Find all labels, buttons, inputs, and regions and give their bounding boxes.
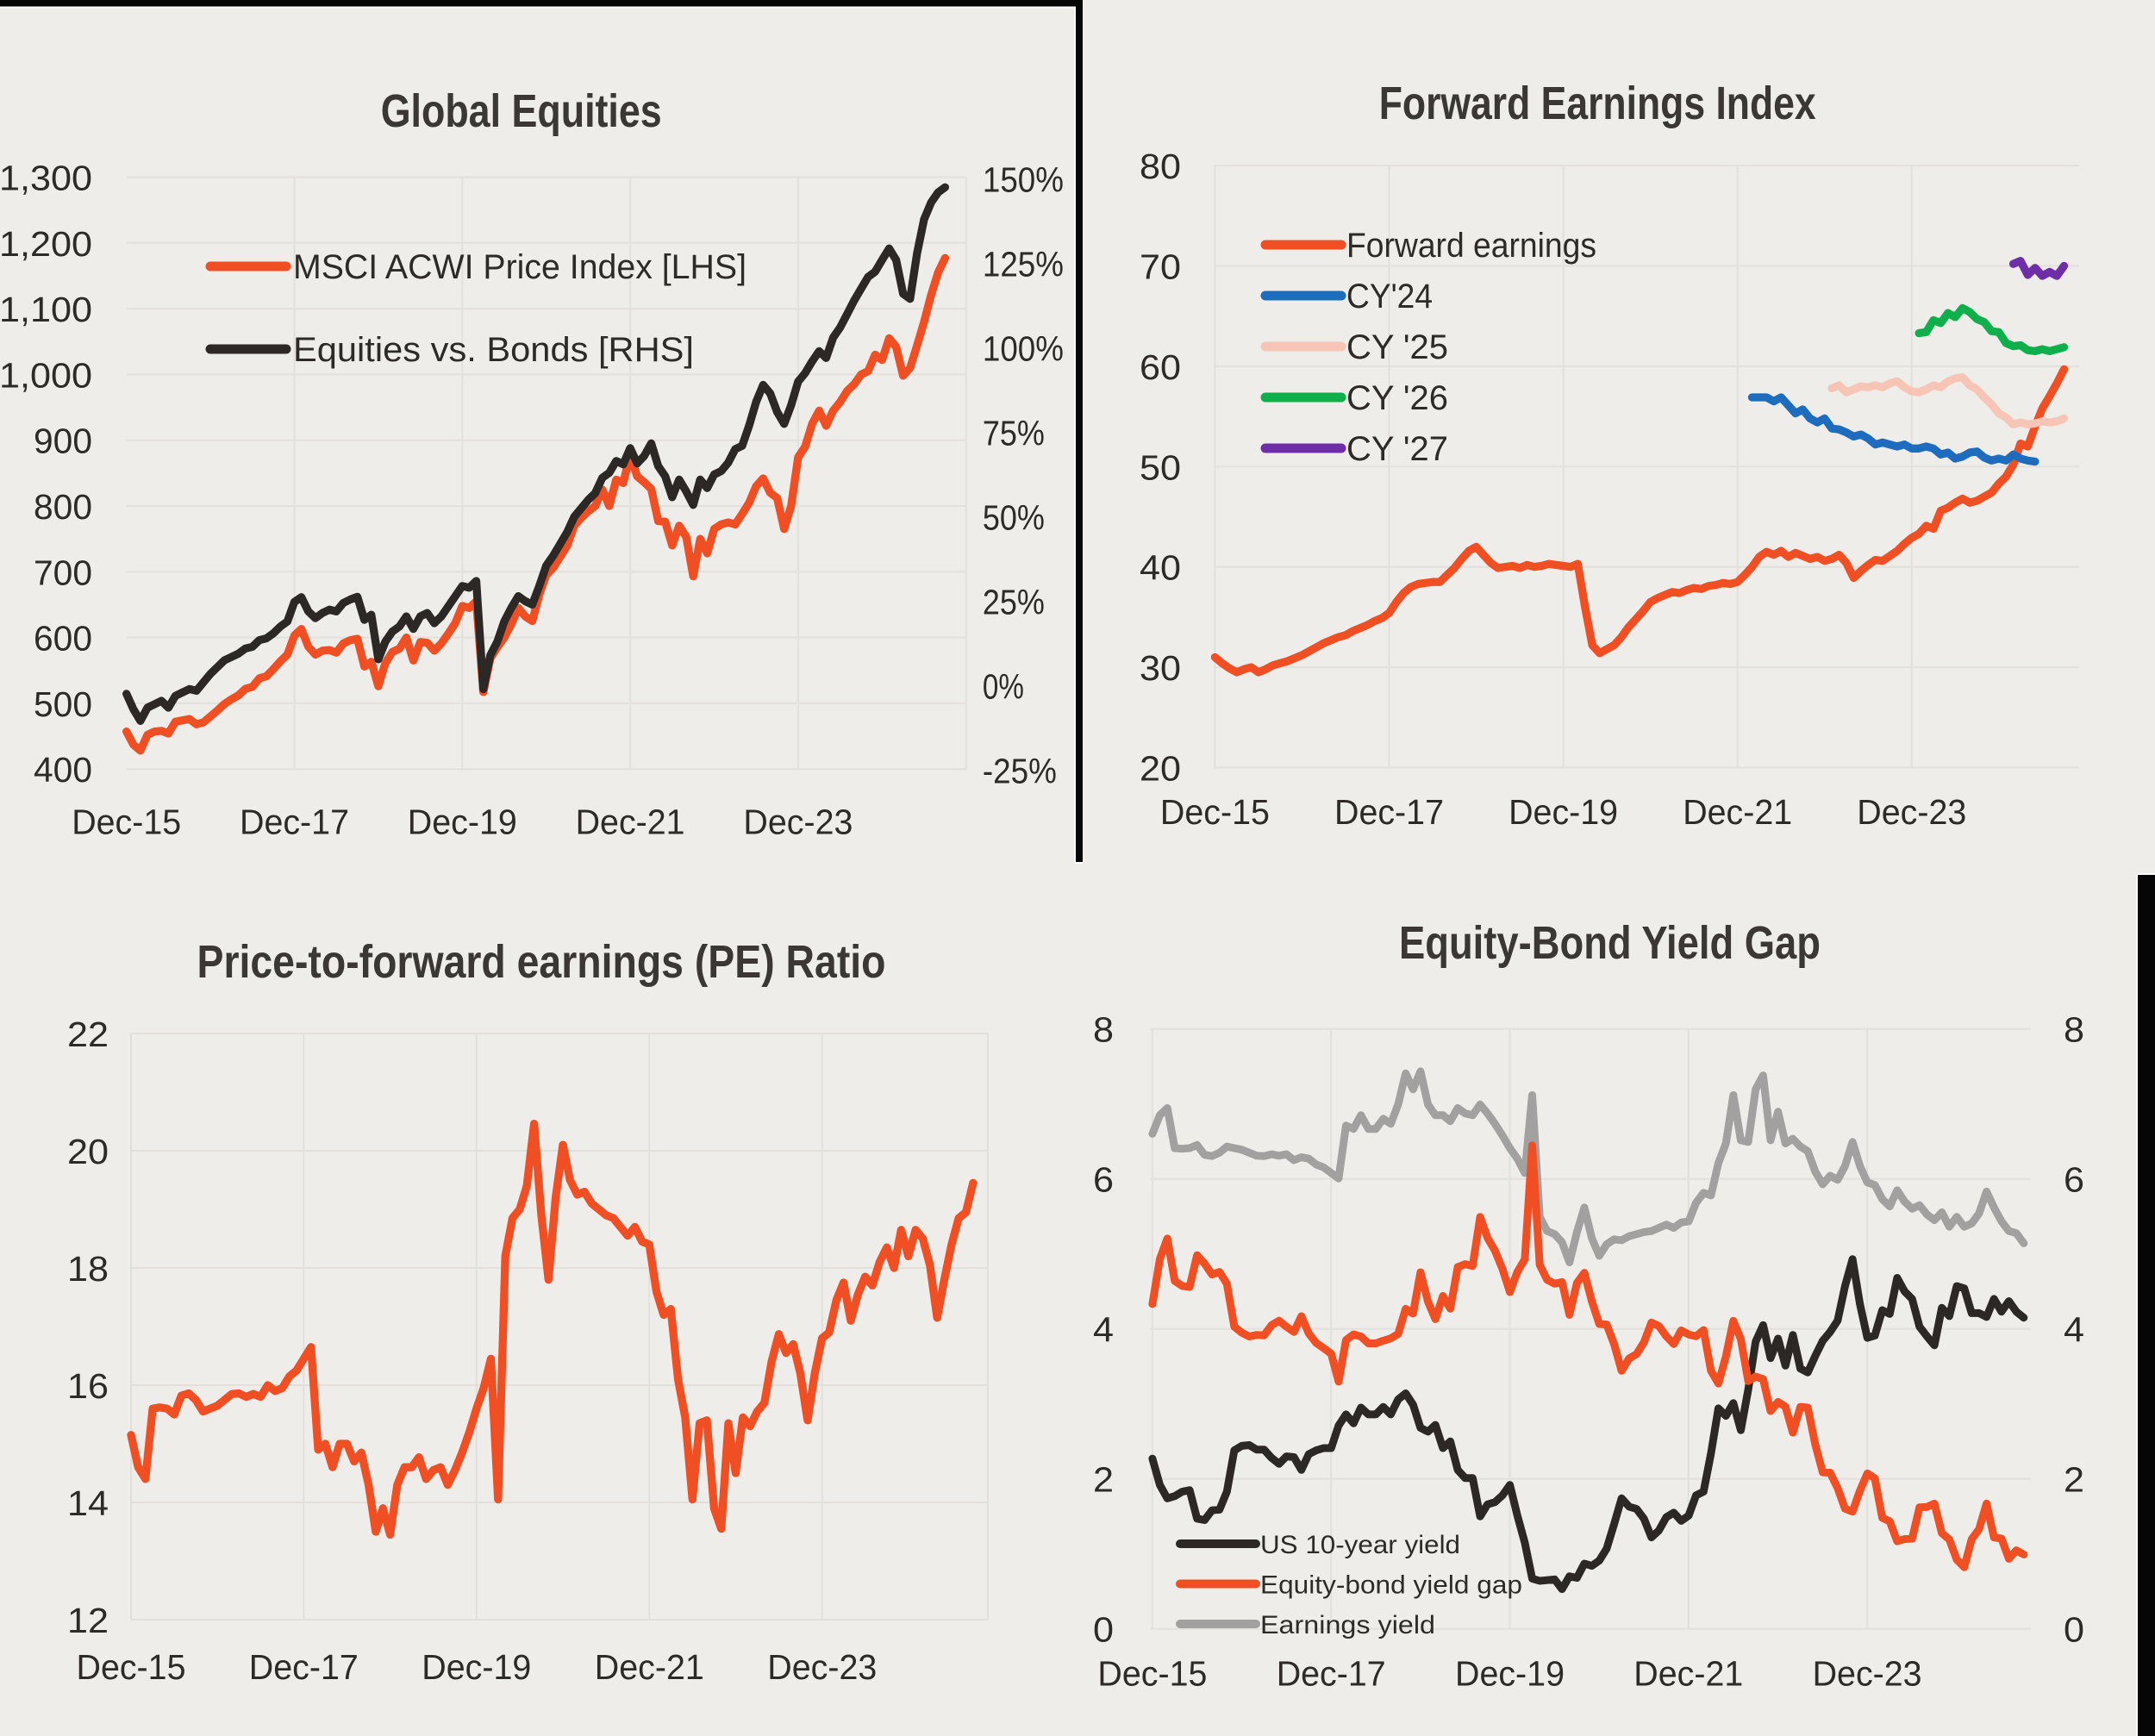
svg-text:CY '25: CY '25 [1346,328,1448,366]
svg-text:Dec-15: Dec-15 [1160,792,1270,832]
svg-text:1,200: 1,200 [0,224,92,264]
svg-text:6: 6 [1093,1160,1114,1200]
svg-text:CY '27: CY '27 [1346,430,1448,468]
svg-text:Equity-Bond Yield Gap: Equity-Bond Yield Gap [1399,917,1821,969]
svg-text:50: 50 [1140,447,1181,487]
svg-text:US 10-year yield: US 10-year yield [1260,1531,1460,1559]
svg-text:75%: 75% [983,414,1045,453]
svg-text:1,000: 1,000 [0,355,92,395]
svg-text:0%: 0% [983,667,1024,707]
svg-text:20: 20 [67,1132,109,1171]
svg-text:18: 18 [67,1249,109,1289]
svg-text:Global Equities: Global Equities [381,85,662,137]
svg-text:80: 80 [1140,147,1181,186]
svg-text:Forward earnings: Forward earnings [1346,227,1596,265]
svg-text:400: 400 [34,750,92,790]
svg-text:14: 14 [67,1483,109,1523]
svg-text:900: 900 [34,422,92,461]
svg-text:Earnings yield: Earnings yield [1260,1611,1435,1639]
svg-text:Price-to-forward earnings (PE): Price-to-forward earnings (PE) Ratio [197,936,886,988]
svg-text:8: 8 [2064,1010,2084,1050]
svg-text:6: 6 [2064,1160,2084,1200]
svg-text:MSCI ACWI Price Index [LHS]: MSCI ACWI Price Index [LHS] [293,248,746,286]
svg-text:Forward Earnings Index: Forward Earnings Index [1379,78,1816,129]
svg-text:CY '26: CY '26 [1346,379,1448,417]
svg-text:-25%: -25% [983,752,1057,791]
svg-text:150%: 150% [983,160,1064,200]
svg-text:Equity-bond yield gap: Equity-bond yield gap [1260,1571,1522,1600]
svg-text:125%: 125% [983,245,1064,284]
svg-text:600: 600 [34,619,92,659]
svg-text:Dec-19: Dec-19 [1455,1653,1565,1693]
svg-text:Dec-17: Dec-17 [1334,792,1444,832]
svg-text:1,100: 1,100 [0,290,92,329]
svg-text:Dec-19: Dec-19 [422,1647,531,1687]
svg-text:Dec-21: Dec-21 [576,802,685,841]
svg-text:Dec-19: Dec-19 [408,802,517,841]
svg-text:0: 0 [2064,1610,2084,1650]
svg-text:12: 12 [67,1601,109,1640]
svg-text:22: 22 [67,1015,109,1054]
svg-text:Equities vs. Bonds [RHS]: Equities vs. Bonds [RHS] [293,331,694,369]
svg-text:20: 20 [1140,749,1181,789]
svg-text:CY'24: CY'24 [1346,278,1433,315]
svg-text:4: 4 [1093,1310,1114,1350]
svg-text:16: 16 [67,1366,109,1406]
svg-text:Dec-23: Dec-23 [767,1647,877,1687]
svg-text:500: 500 [34,684,92,724]
svg-text:8: 8 [1093,1010,1114,1050]
svg-text:Dec-23: Dec-23 [1857,792,1966,832]
svg-text:4: 4 [2064,1310,2084,1350]
svg-text:1,300: 1,300 [0,159,92,198]
svg-text:70: 70 [1140,247,1181,287]
svg-text:700: 700 [34,553,92,592]
svg-text:Dec-19: Dec-19 [1508,792,1618,832]
svg-text:30: 30 [1140,648,1181,688]
svg-text:Dec-17: Dec-17 [1277,1653,1386,1693]
svg-text:Dec-17: Dec-17 [240,802,349,841]
svg-text:Dec-17: Dec-17 [249,1647,359,1687]
svg-text:Dec-21: Dec-21 [1633,1653,1743,1693]
svg-text:100%: 100% [983,329,1064,369]
svg-text:2: 2 [2064,1460,2084,1500]
svg-text:50%: 50% [983,498,1045,538]
svg-text:Dec-23: Dec-23 [743,802,853,841]
svg-text:60: 60 [1140,347,1181,387]
svg-text:Dec-23: Dec-23 [1813,1653,1922,1693]
svg-text:0: 0 [1093,1610,1114,1650]
svg-text:Dec-15: Dec-15 [72,802,181,841]
svg-text:Dec-15: Dec-15 [1097,1653,1207,1693]
svg-text:2: 2 [1093,1460,1114,1500]
svg-text:Dec-21: Dec-21 [595,1647,704,1687]
svg-text:Dec-21: Dec-21 [1683,792,1792,832]
svg-text:800: 800 [34,487,92,527]
svg-text:Dec-15: Dec-15 [77,1647,186,1687]
svg-text:40: 40 [1140,548,1181,588]
svg-text:25%: 25% [983,583,1045,622]
